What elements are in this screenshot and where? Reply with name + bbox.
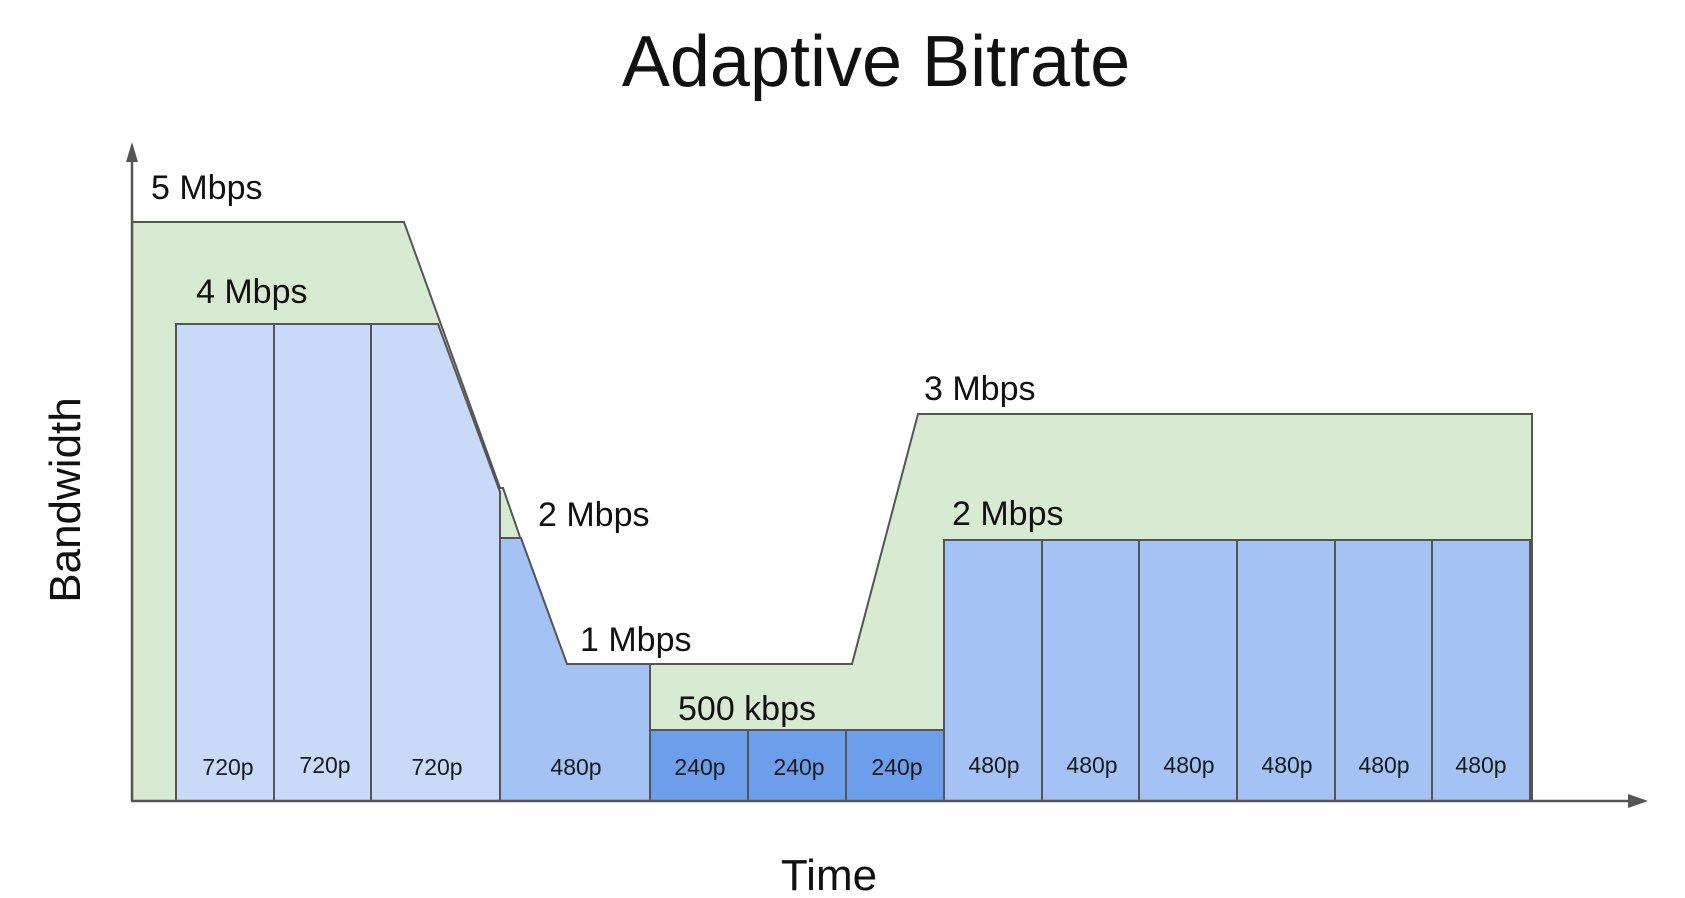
y-axis-title: Bandwidth [41,397,90,602]
bandwidth-label-2mbps: 2 Mbps [952,495,1064,533]
bandwidth-label-500kbps: 500 kbps [678,690,816,728]
axes [126,142,1648,808]
segment-label: 720p [411,754,462,780]
bandwidth-label-1mbps: 1 Mbps [580,621,692,659]
segment-labels: 720p 720p 720p 480p 240p 240p 240p 480p … [202,752,1506,780]
segment-label: 240p [871,754,922,780]
bandwidth-labels: 5 Mbps 4 Mbps 2 Mbps 1 Mbps 500 kbps 3 M… [151,169,1064,728]
segment-label: 480p [1261,752,1312,778]
segment-label: 480p [1455,752,1506,778]
segment-label: 720p [202,754,253,780]
segment-720p [273,323,372,802]
segment-720p [370,323,501,802]
diagram-title: Adaptive Bitrate [622,22,1130,102]
bandwidth-label-2mbps: 2 Mbps [538,496,650,534]
x-axis-title: Time [781,851,877,898]
y-axis-arrow-icon [126,142,138,162]
x-axis-arrow-icon [1628,794,1648,808]
segment-label: 480p [1163,752,1214,778]
bandwidth-label-5mbps: 5 Mbps [151,169,263,207]
bandwidth-label-4mbps: 4 Mbps [196,273,308,311]
segment-label: 240p [674,754,725,780]
bandwidth-label-3mbps: 3 Mbps [924,370,1036,408]
segment-720p [175,323,275,802]
segment-label: 240p [773,754,824,780]
segment-label: 720p [299,752,350,778]
segment-label: 480p [1066,752,1117,778]
segments-group [175,323,1531,802]
segment-label: 480p [1358,752,1409,778]
segment-label: 480p [968,752,1019,778]
segment-label: 480p [550,754,601,780]
